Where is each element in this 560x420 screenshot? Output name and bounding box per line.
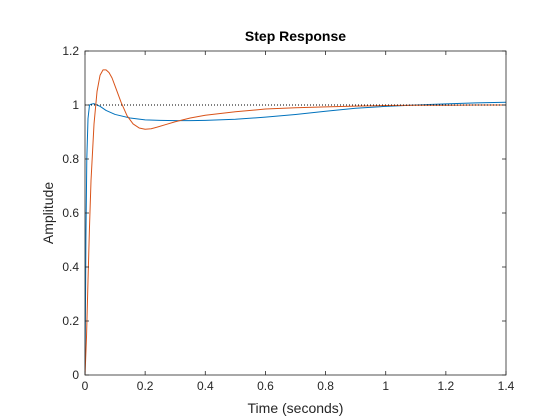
x-tick-label: 1 bbox=[382, 379, 389, 393]
y-tick-label: 0.4 bbox=[62, 260, 79, 274]
x-tick-label: 0 bbox=[82, 379, 89, 393]
series-layer bbox=[84, 69, 507, 376]
y-tick-label: 1 bbox=[72, 98, 79, 112]
x-tick-label: 0.4 bbox=[197, 379, 214, 393]
y-axis-label: Amplitude bbox=[40, 182, 56, 244]
series-line-2 bbox=[84, 69, 506, 376]
y-tick-label: 0.2 bbox=[62, 314, 79, 328]
y-tick-label: 0 bbox=[72, 368, 79, 382]
plot-background bbox=[85, 51, 506, 375]
x-tick-label: 0.6 bbox=[257, 379, 274, 393]
x-tick-label: 1.2 bbox=[438, 379, 455, 393]
y-tick-label: 1.2 bbox=[62, 44, 79, 58]
ticks-layer: 0 0.2 0.4 0.6 0.8 1 1.2 1.4 0 0.2 0.4 0.6 0.8 1 1.2 bbox=[62, 44, 514, 393]
x-tick-label: 0.2 bbox=[137, 379, 154, 393]
x-axis-label: Time (seconds) bbox=[248, 400, 344, 416]
chart-title: Step Response bbox=[245, 28, 346, 44]
x-tick-label: 1.4 bbox=[498, 379, 515, 393]
x-tick-label: 0.8 bbox=[317, 379, 334, 393]
axes-box bbox=[84, 50, 507, 376]
y-tick-label: 0.6 bbox=[62, 206, 79, 220]
y-tick-label: 0.8 bbox=[62, 152, 79, 166]
series-line-1 bbox=[84, 101, 507, 376]
